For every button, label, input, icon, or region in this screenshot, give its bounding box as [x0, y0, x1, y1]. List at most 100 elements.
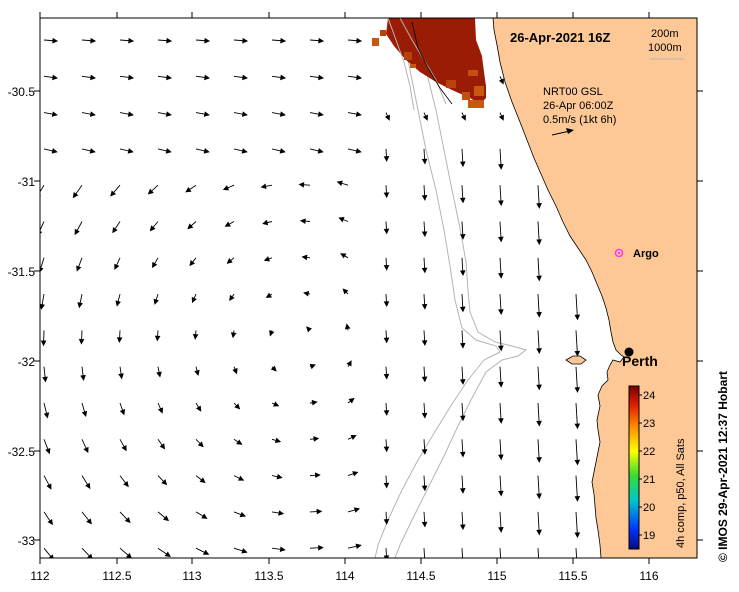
current-vector-head: [274, 437, 282, 444]
current-vector-head: [185, 186, 192, 193]
current-vector-head: [194, 369, 200, 377]
current-vector-head: [159, 443, 166, 450]
y-tick-label: -31.5: [8, 265, 36, 279]
current-vector-head: [78, 338, 85, 345]
current-vector-head: [166, 37, 173, 44]
current-vector-head: [80, 374, 86, 381]
current-vector-head: [81, 410, 88, 417]
current-vector-shaft: [538, 585, 539, 592]
current-vector-head: [383, 228, 390, 235]
current-vector-head: [201, 513, 208, 519]
current-vector-head: [204, 37, 211, 44]
current-vector-head: [226, 258, 233, 264]
current-vector-head: [498, 78, 504, 85]
current-vector-head: [355, 111, 362, 117]
current-vector-head: [85, 482, 91, 490]
current-vector-head: [459, 342, 466, 349]
current-vector-head: [89, 148, 96, 154]
current-vector-head: [262, 219, 269, 226]
current-vector-head: [421, 376, 428, 383]
current-vector-head: [77, 302, 83, 309]
current-vector-head: [318, 74, 324, 81]
current-vector-head: [459, 524, 466, 531]
current-vector-head: [197, 441, 204, 448]
current-vector-head: [224, 221, 231, 227]
current-vector-head: [163, 515, 170, 522]
current-vector-head: [536, 457, 542, 463]
current-vector-head: [498, 381, 504, 388]
current-vector-head: [192, 333, 199, 340]
x-tick-label: 114: [335, 569, 354, 583]
isobath-1000m: [374, 29, 501, 558]
current-vector-head: [229, 294, 235, 302]
current-vector-head: [353, 507, 361, 513]
current-vector-head: [279, 111, 286, 117]
current-vector-head: [40, 231, 43, 234]
current-vector-head: [242, 37, 249, 44]
current-vector-shaft: [82, 585, 93, 592]
current-vector-head: [298, 182, 305, 188]
current-vector-shaft: [310, 584, 324, 585]
current-vector-head: [276, 473, 283, 480]
current-vector-shaft: [272, 585, 286, 587]
current-scale: 0.5m/s (1kt 6h): [543, 114, 616, 126]
date-label: 26-Apr-2021 16Z: [510, 30, 610, 45]
current-vector-head: [336, 180, 343, 187]
plot-frame: [39, 17, 698, 559]
current-vector-head: [51, 148, 58, 154]
current-vector-head: [460, 114, 466, 121]
current-vector-head: [344, 323, 351, 330]
current-vector-head: [459, 379, 466, 385]
current-vector-head: [153, 298, 159, 305]
current-vector-shaft: [386, 585, 387, 592]
current-vector-head: [421, 267, 428, 274]
current-vector-head: [536, 348, 542, 355]
current-vector-head: [199, 477, 206, 484]
current-vector-head: [421, 303, 428, 310]
current-vector-head: [270, 365, 277, 372]
current-vector-head: [459, 415, 466, 422]
current-vector-head: [498, 490, 504, 497]
current-vector-head: [203, 111, 210, 117]
current-vector-head: [318, 545, 324, 551]
current-vector-head: [350, 434, 357, 441]
current-vector-head: [46, 483, 52, 490]
current-vectors: [40, 37, 581, 592]
current-vector-head: [383, 446, 390, 453]
current-vector-head: [421, 485, 428, 492]
current-vector-head: [279, 546, 286, 553]
current-vector-head: [278, 510, 285, 516]
rottnest-island: [565, 355, 587, 365]
current-vector-head: [498, 114, 504, 121]
current-vector-head: [43, 412, 50, 419]
current-vector-head: [40, 340, 47, 347]
current-vector-head: [165, 148, 172, 154]
x-tick-label: 112.5: [102, 569, 131, 583]
current-vector-head: [239, 511, 246, 518]
current-vector-head: [574, 496, 581, 502]
current-vector-head: [164, 551, 171, 558]
current-vector-head: [309, 363, 316, 370]
current-vector-head: [128, 37, 135, 44]
current-vector-head: [574, 459, 581, 466]
current-vector-head: [318, 37, 325, 44]
current-vector-head: [87, 553, 93, 558]
y-tick-label: -33: [18, 534, 36, 548]
current-vector-head: [383, 410, 390, 416]
current-vector-head: [498, 418, 504, 424]
current-vector-head: [166, 588, 170, 592]
current-vector-head: [40, 267, 44, 273]
current-vector-head: [421, 231, 428, 238]
current-vector-head: [147, 188, 154, 195]
current-vector-head: [383, 337, 390, 344]
current-vector-head: [149, 225, 156, 232]
current-vector-head: [459, 270, 466, 277]
colorbar-ticks: [639, 394, 642, 536]
current-vector-head: [498, 309, 504, 316]
y-tick-label: -32: [18, 355, 36, 369]
current-vector-shaft: [575, 548, 578, 558]
current-vector-head: [76, 265, 82, 272]
current-vector-head: [313, 436, 320, 442]
current-vector-head: [498, 527, 504, 533]
current-vector-shaft: [576, 585, 578, 592]
